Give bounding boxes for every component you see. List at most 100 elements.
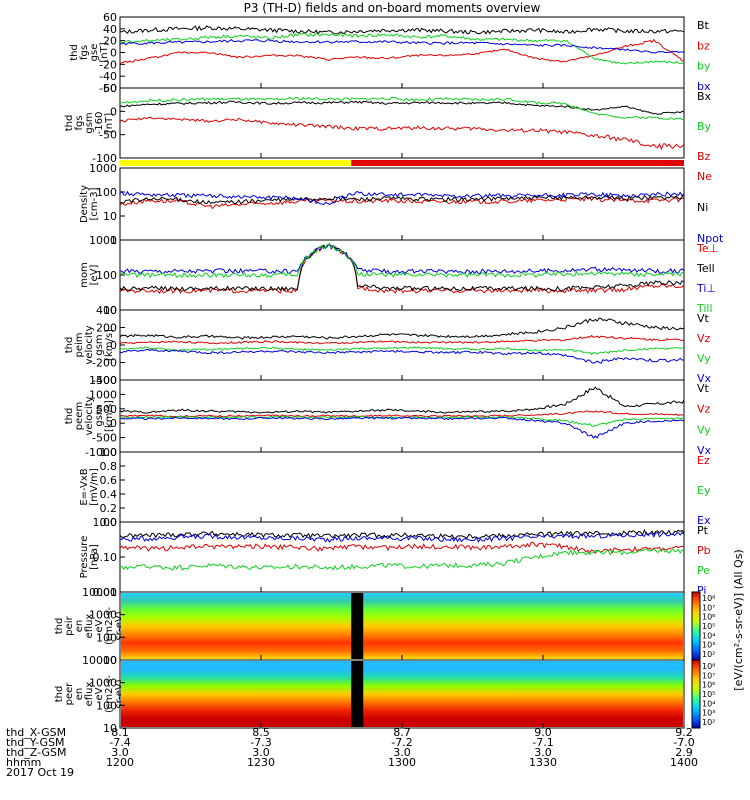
y-tick-label: -50 — [99, 129, 117, 142]
y-axis-label: sr-eV) — [114, 679, 125, 708]
y-tick-label: 0.0 — [100, 516, 118, 529]
legend-Vz: Vz — [697, 403, 711, 416]
y-tick-label: 10 — [103, 722, 117, 735]
y-axis-label: eflux — [84, 614, 95, 639]
panel-frame — [119, 239, 685, 311]
y-tick-label: 100 — [96, 186, 117, 199]
colorbar — [691, 659, 701, 729]
y-tick-label: 1.0 — [100, 446, 118, 459]
y-axis-label: thd — [69, 44, 80, 61]
bottom-tick-z: 3.0 — [252, 746, 270, 759]
y-tick-label: 0 — [110, 417, 117, 430]
bottom-tick-t: 1200 — [106, 756, 134, 769]
y-axis-label: fgs — [74, 115, 85, 130]
colorbar-label: [eV/(cm²-s-sr-eV)] (All Qs) — [732, 549, 745, 690]
y-axis-label: velocity — [84, 325, 95, 364]
legend-Vt: Vt — [697, 312, 710, 325]
colorbar-tick-label: 10³ — [702, 709, 715, 718]
y-tick-label: 100 — [96, 699, 117, 712]
panels: thd fgs gse [nT]6040200-20-40-60Btbzbybxthd… — [54, 11, 724, 735]
series-line-Ni — [119, 194, 685, 205]
y-tick-label: 1000 — [89, 609, 117, 622]
series-line-by — [119, 32, 685, 65]
bottom-tick-x: 9.2 — [675, 726, 693, 739]
legend-Vy: Vy — [697, 423, 711, 436]
y-axis-label: velocity — [84, 396, 95, 435]
y-tick-label: 0 — [110, 105, 117, 118]
y-axis-label: thd — [54, 618, 65, 635]
y-tick-label: 0.01 — [93, 586, 118, 599]
y-tick-label: -20 — [99, 58, 117, 71]
y-axis-label: en — [74, 620, 85, 633]
legend-Vx: Vx — [697, 372, 712, 385]
bottom-tick-t: 1230 — [247, 756, 275, 769]
bottom-tick-y: -7.4 — [109, 736, 130, 749]
colorbar-tick-label: 10⁷ — [702, 671, 715, 680]
y-tick-label: 0 — [110, 47, 117, 60]
y-tick-label: -200 — [92, 357, 117, 370]
y-axis-label: gse — [89, 44, 100, 62]
data-gap — [351, 661, 364, 727]
colorbar-tick-label: 10⁵ — [702, 622, 715, 631]
y-tick-label: 1 — [110, 234, 117, 247]
bottom-row-label: 2017 Oct 19 — [6, 766, 74, 779]
y-axis-label: fgs — [79, 45, 90, 60]
bottom-tick-t: 1330 — [529, 756, 557, 769]
panel-1: thd fgs gsm -160 [nT] 50 0 -50 -100 Bx By Bz — [64, 82, 712, 165]
y-tick-label: 1500 — [89, 374, 117, 387]
y-tick-label: 1000 — [89, 162, 117, 175]
panel-5: thd peim velocity gsm [km/s] 400 200 0 -200 -400 V… — [64, 304, 712, 387]
y-tick-label: 60 — [103, 11, 117, 24]
bottom-row-label: thd_X-GSM — [6, 726, 66, 739]
y-tick-label: -100 — [92, 152, 117, 165]
legend-Bx: Bx — [697, 90, 712, 103]
y-axis-label: en — [74, 688, 85, 701]
legend-Ez: Ez — [697, 454, 710, 467]
y-tick-label: 10000 — [82, 654, 117, 667]
y-axis-label: (cm2-s- — [104, 607, 115, 645]
bottom-tick-x: 9.0 — [534, 726, 552, 739]
series-line-Npot — [119, 190, 685, 206]
bottom-tick-t: 1300 — [388, 756, 416, 769]
y-tick-label: 40 — [103, 23, 117, 36]
y-axis-label: peer — [64, 682, 75, 706]
y-tick-label: 1000 — [89, 234, 117, 247]
panel-10: thd peer en eflux eV (cm2-s-sr-eV)10⁸10⁷10⁶10… — [54, 654, 715, 735]
y-tick-label: -1000 — [85, 446, 117, 459]
bottom-row-label: hhmm — [6, 756, 41, 769]
series-line-bx — [120, 38, 684, 54]
y-axis-label: thd — [64, 115, 75, 132]
series-line-Bx — [119, 100, 685, 115]
bottom-tick-z: 3.0 — [534, 746, 552, 759]
series-line-Vz — [119, 410, 685, 418]
colorbar-tick-label: 10² — [702, 718, 715, 727]
legend-Vt: Vt — [697, 382, 710, 395]
y-axis-label: gsm — [94, 334, 105, 355]
y-axis-label: [km/s] — [104, 329, 115, 361]
y-tick-label: 50 — [103, 82, 117, 95]
panel-frame — [119, 451, 685, 523]
series-line-Vx — [119, 416, 685, 439]
y-tick-label: 100 — [96, 631, 117, 644]
legend-Pi: Pi — [697, 584, 706, 597]
y-axis-label: sr-eV) — [114, 611, 125, 640]
y-tick-label: 100 — [96, 269, 117, 282]
panel-7: E=-VxB [mV/m]1.00.80.60.40.20.0 Ez Ey Ex — [79, 446, 711, 529]
panel-4: mom [eV] 1000 100 10 Te⊥ Tell Ti⊥ Till — [79, 234, 718, 317]
y-tick-label: -500 — [92, 432, 117, 445]
y-tick-label: 0 — [110, 339, 117, 352]
panel-frame — [119, 167, 685, 241]
y-axis-label: -160 — [94, 112, 105, 135]
colorbar-tick-label: 10³ — [702, 641, 715, 650]
colorbar-tick-label: 10⁶ — [702, 681, 715, 690]
y-axis-label: mom — [79, 262, 90, 288]
y-tick-label: 10 — [103, 210, 117, 223]
bottom-tick-x: 8.1 — [111, 726, 129, 739]
bottom-tick-y: -7.2 — [391, 736, 412, 749]
series-line-Vz — [119, 334, 685, 345]
y-axis-label: thd — [64, 337, 75, 354]
